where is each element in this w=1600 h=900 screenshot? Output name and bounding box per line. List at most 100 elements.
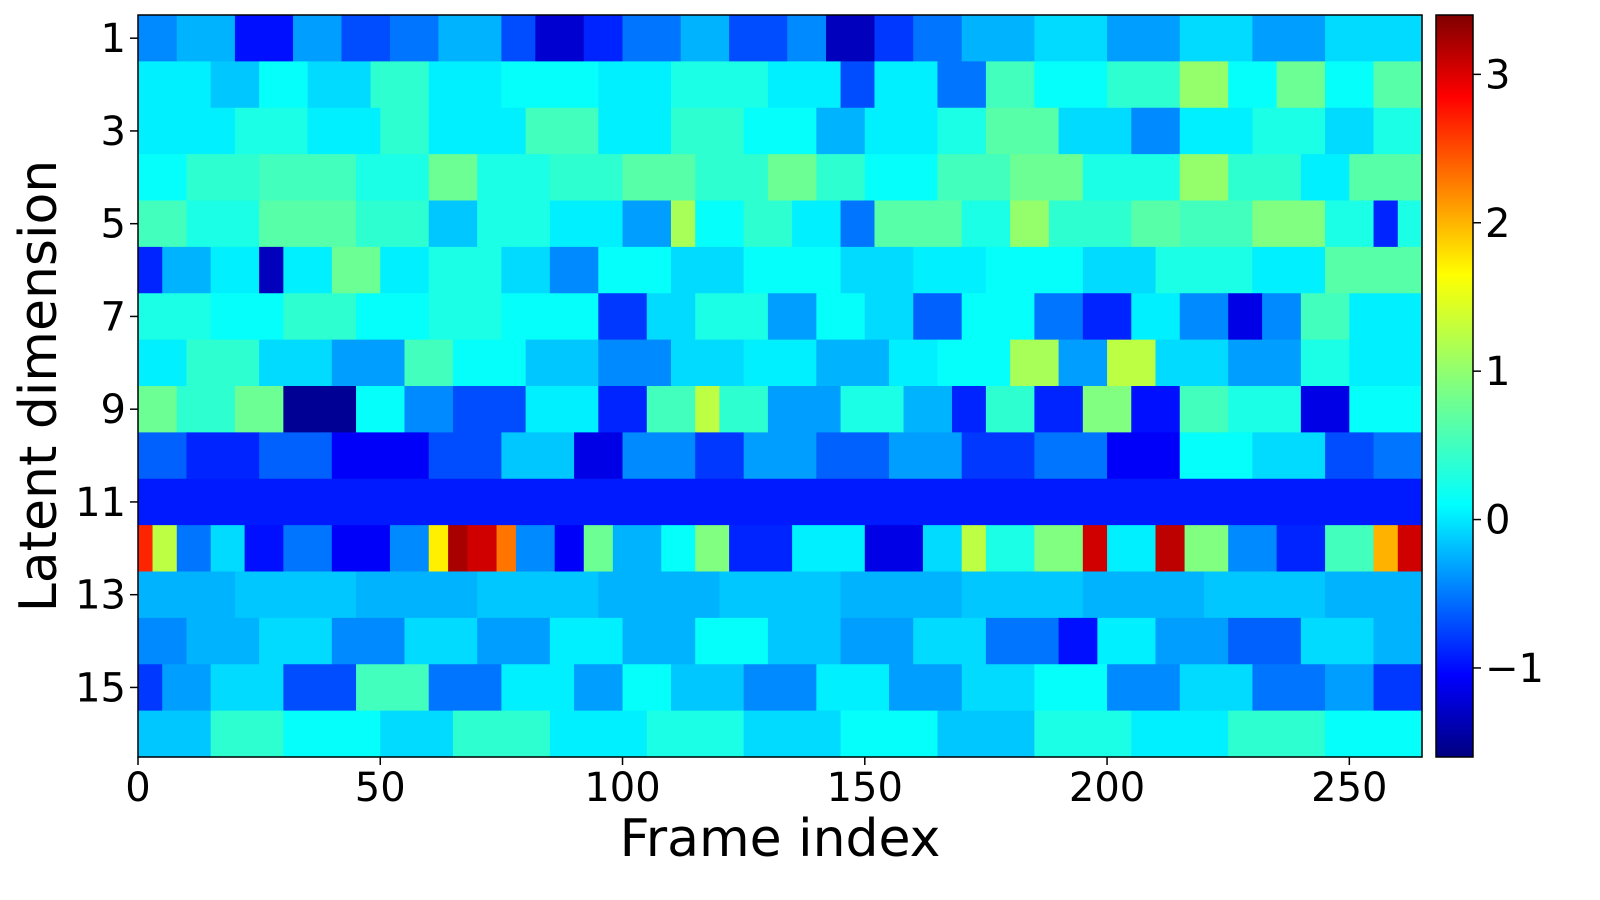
heatmap-cell-dim1	[138, 15, 178, 62]
heatmap-cell-dim1	[729, 15, 788, 62]
heatmap-cell-dim3	[670, 107, 745, 155]
heatmap-cell-dim7	[695, 293, 769, 341]
heatmap-cell-dim10	[1252, 432, 1326, 480]
heatmap-cell-dim9	[138, 386, 178, 433]
colorbar-tick-label: −1	[1485, 646, 1544, 692]
heatmap-cell-dim7	[356, 293, 430, 341]
heatmap-cell-dim5	[695, 200, 745, 248]
heatmap-cell-dim14	[622, 617, 696, 665]
heatmap-cell-dim8	[1155, 339, 1229, 387]
heatmap-cell-dim13	[1325, 571, 1423, 619]
heatmap-cell-dim15	[1179, 664, 1254, 712]
heatmap-cell-dim3	[525, 107, 599, 155]
heatmap-cell-dim13	[840, 571, 963, 619]
heatmap-cell-dim15	[210, 664, 284, 712]
heatmap-cell-dim5	[792, 200, 842, 248]
heatmap-cell-dim4	[622, 154, 696, 202]
heatmap-cell-dim12	[792, 525, 866, 573]
heatmap-cell-dim1	[874, 15, 914, 62]
heatmap-cell-dim5	[428, 200, 478, 248]
heatmap-cell-dim12	[1155, 525, 1186, 573]
heatmap-cell-dim2	[840, 61, 876, 109]
heatmap-cell-dim4	[186, 154, 260, 202]
y-tick-label: 3	[101, 109, 126, 155]
heatmap-cell-dim9	[1228, 386, 1302, 433]
heatmap-cell-dim8	[331, 339, 406, 387]
heatmap-cell-dim6	[501, 246, 551, 294]
heatmap-cell-dim2	[1373, 61, 1423, 109]
heatmap-cell-dim10	[428, 432, 502, 480]
heatmap-cell-dim8	[889, 339, 939, 387]
heatmap-cell-dim5	[356, 200, 430, 248]
heatmap-cell-dim10	[186, 432, 260, 480]
heatmap-cell-dim5	[1325, 200, 1375, 248]
heatmap-cell-dim7	[501, 293, 599, 341]
heatmap-cell-dim2	[1107, 61, 1181, 109]
heatmap-cell-dim9	[356, 386, 406, 433]
heatmap-cell-dim15	[816, 664, 890, 712]
heatmap-cell-dim8	[1107, 339, 1157, 387]
heatmap-cell-dim6	[428, 246, 502, 294]
heatmap-cell-dim9	[1131, 386, 1181, 433]
heatmap-cell-dim4	[259, 154, 357, 202]
heatmap-cell-dim2	[767, 61, 842, 109]
heatmap-cell-dim6	[743, 246, 842, 294]
colorbar-tick-label: 1	[1485, 349, 1510, 395]
heatmap-cell-dim7	[1349, 293, 1423, 341]
heatmap-cell-dim2	[138, 61, 212, 109]
heatmap-cell-dim5	[961, 200, 1011, 248]
heatmap-cell-dim5	[1179, 200, 1254, 248]
heatmap-cell-dim10	[961, 432, 1035, 480]
heatmap-cell-dim3	[428, 107, 527, 155]
heatmap-cell-dim3	[816, 107, 866, 155]
heatmap-cell-dim1	[787, 15, 827, 62]
heatmap-cell-dim8	[186, 339, 260, 387]
heatmap-cell-dim15	[356, 664, 430, 712]
heatmap-cell-dim15	[138, 664, 163, 712]
heatmap-cell-dim1	[1179, 15, 1254, 62]
heatmap-cell-dim6	[913, 246, 987, 294]
heatmap-cell-dim14	[1373, 617, 1423, 665]
heatmap-cell-dim12	[467, 525, 498, 573]
heatmap-cell-dim2	[501, 61, 599, 109]
heatmap-cell-dim3	[1373, 107, 1423, 155]
heatmap-cell-dim7	[138, 293, 212, 341]
heatmap-cell-dim2	[670, 61, 769, 109]
heatmap-cell-dim15	[428, 664, 502, 712]
heatmap-cell-dim1	[622, 15, 682, 62]
heatmap-cell-dim12	[244, 525, 284, 573]
heatmap-cell-dim5	[1048, 200, 1132, 248]
heatmap-cell-dim10	[501, 432, 575, 480]
heatmap-cell-dim14	[259, 617, 333, 665]
heatmap-cell-dim5	[874, 200, 963, 248]
heatmap-cell-dim6	[138, 246, 163, 294]
heatmap-cell-dim1	[1107, 15, 1181, 62]
heatmap-cell-dim12	[1325, 525, 1375, 573]
heatmap-cell-dim1	[1034, 15, 1108, 62]
heatmap-cell-dim2	[1228, 61, 1278, 109]
heatmap-cell-dim4	[138, 154, 188, 202]
heatmap-cell-dim8	[1058, 339, 1108, 387]
heatmap-cell-dim12	[729, 525, 793, 573]
heatmap-cell-dim12	[985, 525, 1035, 573]
heatmap-cell-dim8	[937, 339, 1011, 387]
heatmap-cell-dim12	[389, 525, 430, 573]
heatmap-cell-dim8	[743, 339, 817, 387]
heatmap-cell-dim11	[138, 478, 1423, 526]
heatmap-cell-dim15	[1373, 664, 1423, 712]
heatmap-cell-dim4	[549, 154, 624, 202]
heatmap-cell-dim3	[985, 107, 1060, 155]
heatmap-cell-dim10	[138, 432, 188, 480]
heatmap-cell-dim7	[1131, 293, 1181, 341]
heatmap-cell-dim15	[889, 664, 963, 712]
y-tick-label: 7	[101, 294, 126, 340]
heatmap-cell-dim9	[1034, 386, 1084, 433]
heatmap-cell-dim12	[1276, 525, 1326, 573]
heatmap-cell-dim5	[1010, 200, 1050, 248]
heatmap-cell-dim16	[210, 710, 284, 758]
heatmap-cell-dim7	[646, 293, 696, 341]
heatmap-cell-dim9	[719, 386, 769, 433]
y-tick-label: 11	[75, 480, 126, 526]
x-tick-label: 100	[584, 765, 660, 811]
